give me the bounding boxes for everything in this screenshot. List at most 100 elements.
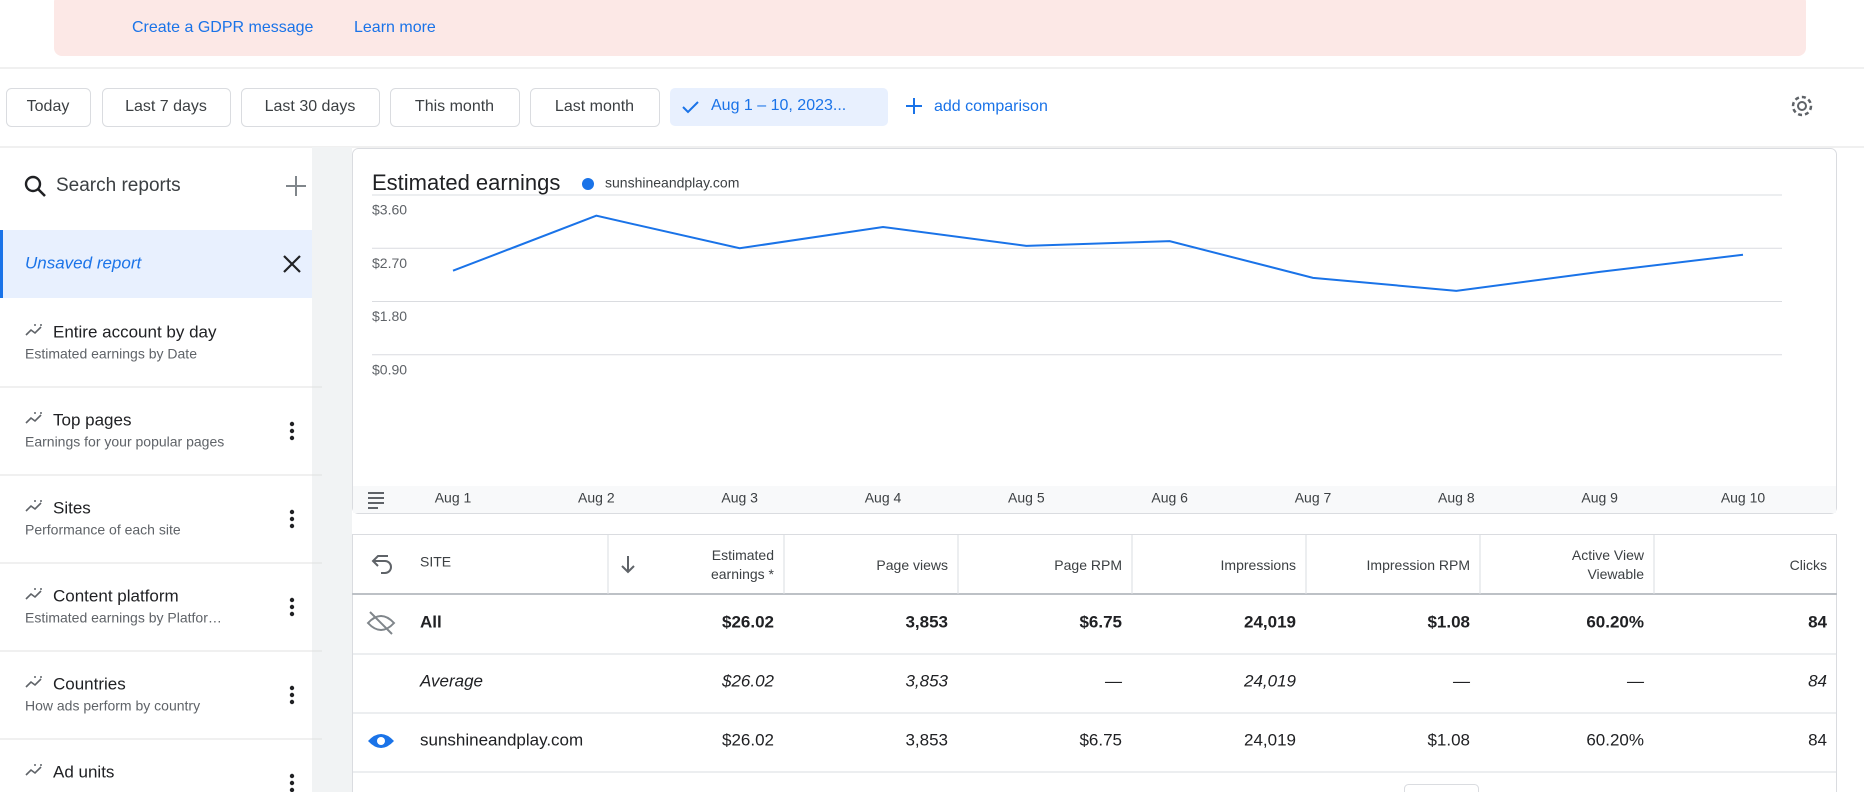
filter-label: Last 30 days [265, 98, 356, 115]
report-subtitle: Estimated earnings by Platfor… [25, 610, 222, 626]
x-tick-label: Aug 2 [578, 490, 615, 506]
report-title[interactable]: Sites [53, 498, 91, 517]
report-subtitle: How ads perform by country [25, 698, 200, 714]
chart-card [352, 148, 1837, 514]
table-cell: $6.75 [1079, 730, 1122, 749]
table-cell: $1.08 [1427, 730, 1470, 749]
add-comparison[interactable]: add comparison [934, 98, 1048, 115]
table-cell: Average [419, 671, 483, 690]
report-title[interactable]: Entire account by day [53, 322, 217, 341]
banner-link[interactable]: Create a GDPR message [132, 19, 314, 36]
close-icon[interactable] [283, 255, 301, 273]
report-title[interactable]: Top pages [53, 410, 131, 429]
column-header[interactable]: Active View Viewable [1571, 547, 1644, 582]
table-cell: 24,019 [1244, 730, 1296, 749]
x-tick-label: Aug 8 [1438, 490, 1475, 506]
y-tick-label: $1.80 [372, 308, 407, 324]
table-cell: 3,853 [905, 730, 948, 749]
column-header[interactable]: Impression RPM [1366, 556, 1470, 573]
y-tick-label: $0.90 [372, 361, 407, 377]
column-header: SITE [420, 554, 451, 570]
table-cell: 3,853 [905, 671, 948, 690]
x-tick-label: Aug 5 [1008, 490, 1045, 506]
series-line [452, 214, 1744, 292]
column-header-box: Impressions [1220, 556, 1296, 573]
add-report-icon[interactable] [286, 176, 306, 196]
selected-label: Aug 1 – 10, 2023... [711, 97, 846, 114]
active-report-label: Unsaved report [25, 253, 143, 272]
search-input[interactable]: Search reports [56, 175, 181, 196]
table-cell: 24,019 [1244, 612, 1296, 631]
selected-chip[interactable] [670, 88, 888, 126]
table-cell: 24,019 [1243, 671, 1297, 690]
column-header[interactable]: Page RPM [1054, 556, 1122, 573]
table-cell: $26.02 [722, 612, 774, 631]
filter-label: Last month [555, 98, 634, 115]
table-cell: All [420, 612, 442, 631]
report-title[interactable]: Countries [53, 674, 126, 693]
active-report[interactable] [0, 230, 322, 298]
kebab-dot [289, 699, 295, 705]
report-subtitle: Estimated earnings by Date [25, 346, 197, 362]
report-title[interactable]: Content platform [53, 586, 179, 605]
lens [24, 175, 42, 193]
settings-icon[interactable] [1791, 95, 1813, 117]
table-cell: — [1104, 671, 1123, 690]
filter-chip[interactable] [390, 88, 520, 127]
hidden-icon[interactable] [366, 611, 396, 635]
undo-icon[interactable] [371, 555, 392, 574]
filter-label: This month [415, 98, 494, 115]
kebab-dot [289, 780, 295, 786]
table-cell: 3,853 [905, 612, 948, 631]
filter-label: Today [27, 98, 70, 115]
table-cell: sunshineandplay.com [420, 730, 583, 749]
report-subtitle: Earnings for your popular pages [25, 434, 224, 450]
table-card [352, 534, 1837, 792]
report-icon [25, 412, 42, 424]
x-tick-label: Aug 9 [1581, 490, 1618, 506]
gear [1791, 95, 1813, 117]
x-tick-label: Aug 7 [1295, 490, 1332, 506]
banner-link[interactable]: Learn more [354, 19, 436, 36]
legend-label: sunshineandplay.com [605, 175, 739, 191]
table-cell: $26.02 [722, 730, 774, 749]
kebab-dot [289, 597, 295, 603]
y-tick-label: $2.70 [372, 255, 407, 271]
column-header-box: Estimated earnings * [710, 547, 774, 582]
report-title[interactable]: Ad units [53, 762, 114, 781]
column-header[interactable]: Page views [876, 556, 948, 573]
x-tick-label: Aug 10 [1721, 490, 1766, 506]
visible-icon[interactable] [368, 734, 394, 748]
column-header-box: Page views [876, 556, 948, 573]
table-icon[interactable] [368, 492, 384, 509]
report-icon [25, 676, 42, 688]
column-header[interactable]: Estimated earnings * [710, 547, 774, 582]
table-cell: — [1452, 671, 1471, 690]
table-cell: 60.20% [1586, 730, 1644, 749]
filter-chip[interactable] [102, 88, 231, 127]
x-tick-label: Aug 4 [865, 490, 902, 506]
filter-chip[interactable] [6, 88, 91, 127]
column-header-box: Active View Viewable [1571, 547, 1644, 582]
gear-center [1797, 101, 1807, 111]
kebab-dot [289, 685, 295, 691]
pager[interactable] [1404, 784, 1479, 792]
column-header[interactable]: Impressions [1220, 556, 1296, 573]
column-header[interactable]: Clicks [1789, 556, 1827, 573]
report-icon [25, 324, 42, 336]
plus-icon [906, 98, 922, 114]
y-tick-label: $3.60 [372, 202, 407, 218]
report-icon [25, 764, 42, 776]
x-tick-label: Aug 1 [435, 490, 472, 506]
filter-chip[interactable] [530, 88, 660, 127]
table-cell: 60.20% [1586, 612, 1644, 631]
table-cell: $6.75 [1079, 612, 1122, 631]
column-header-box: Page RPM [1054, 556, 1122, 573]
banner [54, 0, 1806, 56]
table-cell: — [1626, 671, 1645, 690]
kebab-dot [289, 421, 295, 427]
kebab-dot [289, 604, 295, 610]
filter-chip[interactable] [241, 88, 380, 127]
kebab-dot [289, 611, 295, 617]
sort-icon[interactable] [621, 556, 635, 574]
